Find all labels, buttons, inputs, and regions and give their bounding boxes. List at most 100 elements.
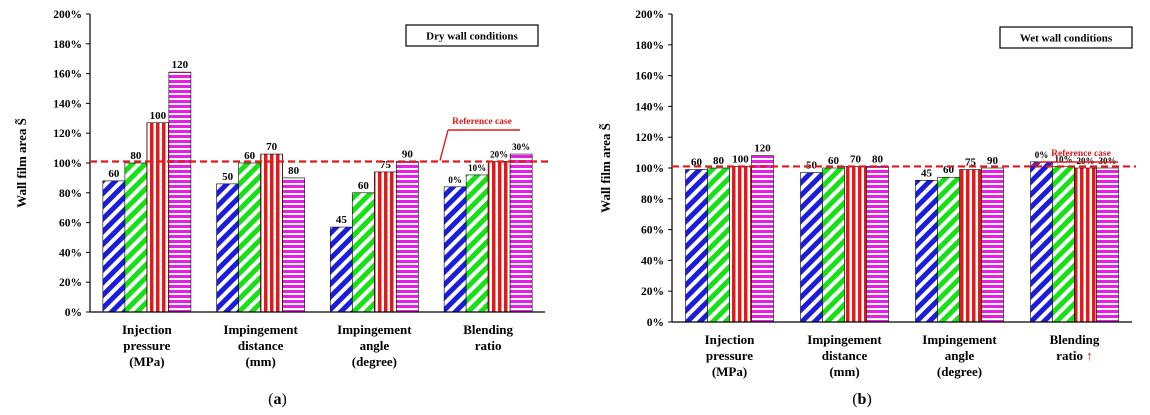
bar-label: 75 (380, 159, 392, 171)
bar-label: 120 (754, 143, 771, 155)
y-axis-label: Wall film area S̃ (598, 123, 613, 213)
bar-label: 10% (1055, 154, 1073, 164)
bar (729, 166, 752, 323)
bar (915, 180, 938, 323)
bar-label: 80 (872, 153, 884, 165)
bar-label: 80 (713, 155, 725, 167)
bar (330, 226, 353, 313)
bar (844, 166, 867, 323)
bar (822, 167, 845, 323)
bar-label: 20% (1077, 156, 1095, 166)
y-tick-label: 0% (65, 307, 82, 319)
bar-label: 90 (987, 155, 999, 167)
bar-label: 50 (806, 160, 818, 172)
bar-label: 100 (150, 110, 167, 122)
bar-label: 0% (448, 175, 462, 185)
bar (1074, 167, 1097, 323)
bar (102, 180, 126, 313)
bar-label: 60 (828, 155, 840, 167)
bar (1052, 166, 1075, 323)
y-tick-label: 140% (635, 101, 664, 113)
bar-label: 45 (921, 167, 933, 179)
bar (465, 174, 489, 313)
chart-panel-a: 0% 20% 40% 60% 80% 100% 120% 140% 160% 180% 200% Wa… (14, 9, 549, 408)
bar-label: 0% (1035, 150, 1049, 160)
bar (685, 169, 708, 323)
condition-box (405, 24, 539, 47)
bar-label: 60 (244, 150, 256, 162)
bar-label: 80 (288, 165, 300, 177)
bar-label: 70 (850, 153, 862, 165)
bar (352, 192, 375, 313)
category-label: Blending ratio ↑ (1050, 332, 1100, 363)
category-label: Impingement angle (degree) (337, 322, 412, 369)
bar-label: 30% (1099, 156, 1117, 166)
y-tick-label: 140% (53, 98, 82, 110)
bar (396, 161, 419, 313)
bar (238, 162, 261, 313)
bar-label: 10% (468, 163, 486, 173)
bar (487, 161, 511, 313)
category-label: Impingement angle (degree) (922, 332, 997, 379)
y-tick-label: 60% (59, 218, 82, 230)
bar (1096, 167, 1119, 323)
bar-label: 100 (732, 153, 749, 165)
y-tick-label: 20% (641, 286, 664, 298)
bar (260, 153, 283, 313)
panel-label: (b) (852, 391, 872, 408)
bar-label: 60 (943, 164, 955, 176)
category-label: Injection pressure (MPa) (705, 332, 756, 379)
bar-label: 120 (172, 59, 189, 71)
category-label: Blending ratio (463, 322, 513, 353)
panel-label: (a) (268, 391, 287, 408)
bar (443, 186, 467, 313)
bar (374, 171, 397, 313)
category-label: Impingement distance (mm) (223, 322, 298, 369)
bar-label: 45 (336, 214, 348, 226)
bar-label: 75 (965, 157, 977, 169)
bar-label: 90 (402, 149, 414, 161)
bar (168, 71, 192, 313)
y-tick-label: 160% (53, 69, 82, 81)
reference-label: Reference case (1051, 149, 1111, 159)
y-tick-label: 40% (641, 255, 664, 267)
y-tick-label: 100% (635, 163, 664, 175)
bar-label: 30% (512, 142, 530, 152)
y-tick-label: 200% (53, 9, 82, 21)
bar (866, 166, 889, 323)
y-tick-label: 80% (59, 188, 82, 200)
bar (981, 167, 1004, 323)
y-tick-label: 20% (59, 277, 82, 289)
bar (937, 176, 960, 323)
y-tick-label: 0% (647, 317, 664, 329)
reference-leader (1031, 161, 1041, 167)
y-tick-label: 120% (635, 132, 664, 144)
y-tick-label: 100% (53, 158, 82, 170)
bar-label: 60 (108, 168, 120, 180)
category-label: Impingement distance (mm) (807, 332, 882, 379)
y-tick-label: 200% (635, 9, 664, 21)
bar (751, 155, 774, 323)
bar (707, 167, 730, 323)
bar-label: 20% (490, 150, 508, 160)
bar (282, 177, 305, 313)
bar (800, 172, 823, 323)
y-tick-label: 120% (53, 128, 82, 140)
y-tick-label: 180% (53, 39, 82, 51)
y-tick-label: 160% (635, 71, 664, 83)
reference-leader (439, 129, 449, 161)
bar-label: 70 (266, 141, 278, 153)
bar-label: 60 (691, 157, 703, 169)
y-tick-label: 60% (641, 225, 664, 237)
reference-label: Reference case (452, 117, 512, 127)
condition-label: Dry wall conditions (426, 31, 518, 43)
bar (216, 183, 239, 313)
bar-label: 80 (130, 150, 142, 162)
bar (1030, 161, 1053, 323)
y-tick-label: 80% (641, 194, 664, 206)
category-label: Injection pressure (MPa) (122, 322, 173, 369)
bar (146, 122, 170, 313)
y-tick-label: 40% (59, 247, 82, 259)
condition-box (999, 26, 1133, 49)
